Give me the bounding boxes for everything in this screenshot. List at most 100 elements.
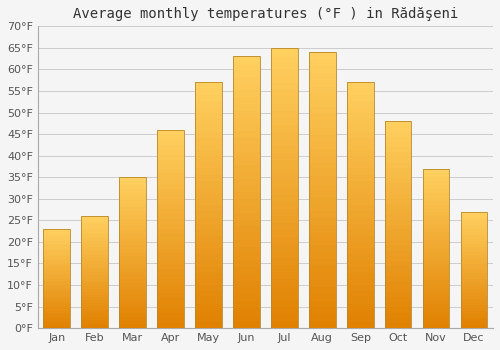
Bar [44,286,70,288]
Bar [309,266,336,273]
Bar [309,259,336,266]
Bar [347,144,374,150]
Bar [309,273,336,280]
Bar [120,253,146,257]
Bar [44,271,70,274]
Bar [385,194,411,199]
Bar [233,179,260,186]
Bar [385,204,411,209]
Bar [461,212,487,215]
Bar [120,211,146,215]
Bar [195,316,222,322]
Bar [195,181,222,187]
Bar [233,63,260,70]
Bar [309,66,336,73]
Bar [309,308,336,314]
Bar [82,284,108,286]
Bar [423,324,450,328]
Bar [195,322,222,328]
Bar [461,285,487,287]
Bar [271,209,297,216]
Bar [233,308,260,315]
Bar [309,73,336,80]
Bar [347,230,374,236]
Bar [44,321,70,323]
Bar [233,219,260,226]
Bar [309,156,336,162]
Bar [271,223,297,230]
Bar [233,247,260,253]
Bar [385,219,411,225]
Bar [347,187,374,193]
Bar [158,244,184,249]
Bar [195,254,222,261]
Bar [461,293,487,296]
Bar [309,211,336,218]
Bar [423,304,450,308]
Bar [158,308,184,313]
Bar [82,261,108,264]
Bar [271,132,297,139]
Bar [423,217,450,220]
Bar [271,202,297,209]
Bar [195,242,222,248]
Bar [158,259,184,264]
Bar [233,199,260,206]
Bar [233,206,260,213]
Bar [461,256,487,258]
Bar [44,244,70,246]
Bar [271,195,297,202]
Bar [82,289,108,292]
Bar [195,267,222,273]
Bar [233,138,260,145]
Bar [44,239,70,241]
Bar [347,101,374,107]
Bar [195,310,222,316]
Bar [271,97,297,104]
Bar [385,313,411,318]
Bar [423,288,450,292]
Bar [82,292,108,295]
Bar [158,204,184,209]
Bar [461,250,487,252]
Bar [233,56,260,63]
Bar [195,199,222,205]
Bar [461,261,487,264]
Bar [158,155,184,160]
Bar [82,230,108,233]
Bar [82,298,108,300]
Bar [195,113,222,119]
Bar [82,272,108,275]
Bar [195,205,222,211]
Bar [82,295,108,298]
Bar [347,107,374,113]
Bar [82,255,108,258]
Bar [385,251,411,256]
Bar [195,248,222,254]
Bar [120,177,146,181]
Bar [347,193,374,199]
Bar [233,172,260,179]
Bar [158,293,184,299]
Bar [271,83,297,90]
Bar [82,233,108,236]
Bar [271,300,297,307]
Bar [120,230,146,234]
Bar [44,291,70,293]
Bar [120,223,146,226]
Bar [385,132,411,137]
Bar [271,174,297,181]
Bar [82,278,108,281]
Bar [271,307,297,314]
Bar [82,224,108,227]
Bar [347,298,374,303]
Bar [120,245,146,249]
Bar [82,244,108,247]
Bar [233,56,260,328]
Bar [423,264,450,268]
Bar [158,145,184,150]
Bar [461,279,487,282]
Bar [120,177,146,328]
Bar [44,234,70,237]
Bar [233,301,260,308]
